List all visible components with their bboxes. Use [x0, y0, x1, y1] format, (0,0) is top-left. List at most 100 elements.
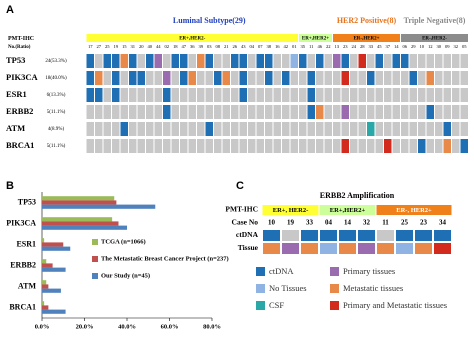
patient-id: 45	[377, 44, 382, 49]
cell	[120, 71, 128, 85]
cell	[384, 54, 392, 68]
legend-swatch	[92, 239, 98, 245]
cell	[418, 88, 426, 102]
cell	[299, 122, 307, 136]
cell	[95, 54, 103, 68]
cell	[375, 139, 383, 153]
cell	[299, 54, 307, 68]
case-id: 19	[287, 219, 295, 227]
patient-id: 36	[190, 44, 195, 49]
cell	[248, 88, 256, 102]
legend-label: The Metastatic Breast Cancer Project (n=…	[101, 255, 229, 262]
cell	[146, 139, 154, 153]
cell	[409, 122, 417, 136]
cell	[222, 88, 230, 102]
cell	[222, 105, 230, 119]
cell	[290, 54, 298, 68]
gene-label: PIK3CA	[6, 72, 39, 82]
cell	[426, 54, 434, 68]
cell	[273, 71, 281, 85]
y-tick-label: PIK3CA	[6, 218, 36, 227]
cell	[341, 71, 349, 85]
cell	[316, 54, 324, 68]
cell	[299, 139, 307, 153]
gene-label: ATM	[6, 123, 25, 133]
cell	[197, 105, 205, 119]
cell	[341, 139, 349, 153]
cell	[409, 88, 417, 102]
bar	[42, 225, 127, 230]
cell	[188, 122, 196, 136]
gene-label: TP53	[6, 55, 25, 65]
patient-id: 03	[207, 44, 212, 49]
cell	[301, 230, 318, 241]
patient-id: 47	[181, 44, 186, 49]
cell	[384, 139, 392, 153]
cell	[316, 122, 324, 136]
cell	[290, 139, 298, 153]
cell	[163, 88, 171, 102]
case-id: 25	[401, 219, 409, 227]
group-bar	[86, 34, 298, 42]
patient-id: 09	[445, 44, 450, 49]
ratio-label: 6(13.3%)	[47, 93, 66, 98]
patient-id: 04	[249, 44, 254, 49]
cell	[180, 105, 188, 119]
patient-id: 46	[317, 44, 322, 49]
cell	[392, 105, 400, 119]
cell	[129, 139, 137, 153]
cell	[384, 122, 392, 136]
cell	[154, 105, 162, 119]
group-label: ER-,HER2+	[353, 37, 379, 42]
x-tick-label: 60.0%	[161, 323, 179, 330]
cell	[324, 71, 332, 85]
cell	[248, 105, 256, 119]
x-tick-label: 40.0%	[118, 323, 136, 330]
cell	[239, 54, 247, 68]
cell	[418, 139, 426, 153]
patient-id: 25	[105, 44, 110, 49]
cell	[401, 122, 409, 136]
cell	[171, 54, 179, 68]
cell	[282, 105, 290, 119]
bar	[42, 288, 61, 293]
cell	[350, 71, 358, 85]
cell	[265, 54, 273, 68]
patient-id: 22	[326, 44, 331, 49]
cell	[137, 139, 145, 153]
bar	[42, 267, 66, 272]
patient-id: 42	[283, 44, 288, 49]
cell	[435, 105, 443, 119]
cell	[197, 88, 205, 102]
header-label: PMT-IHC	[8, 36, 34, 42]
cell	[324, 88, 332, 102]
bar	[42, 263, 53, 268]
bar	[42, 238, 45, 243]
cell	[367, 122, 375, 136]
cell	[358, 88, 366, 102]
cell	[256, 54, 264, 68]
cell	[282, 122, 290, 136]
cell	[180, 71, 188, 85]
cell	[333, 105, 341, 119]
cell	[282, 54, 290, 68]
patient-id: 16	[275, 44, 280, 49]
bar	[42, 246, 71, 251]
patient-id: 43	[241, 44, 246, 49]
cell	[154, 122, 162, 136]
cell	[443, 105, 451, 119]
cell	[248, 139, 256, 153]
cell	[129, 71, 137, 85]
cell	[333, 54, 341, 68]
cell	[415, 230, 432, 241]
cell	[282, 243, 299, 254]
bar	[42, 217, 113, 222]
cell	[120, 139, 128, 153]
cell	[146, 122, 154, 136]
cell	[396, 230, 413, 241]
cell	[426, 122, 434, 136]
legend-label: TCGA (n=1066)	[101, 238, 146, 245]
cell	[231, 139, 239, 153]
patient-id: 30	[436, 44, 441, 49]
patient-id: 08	[215, 44, 220, 49]
